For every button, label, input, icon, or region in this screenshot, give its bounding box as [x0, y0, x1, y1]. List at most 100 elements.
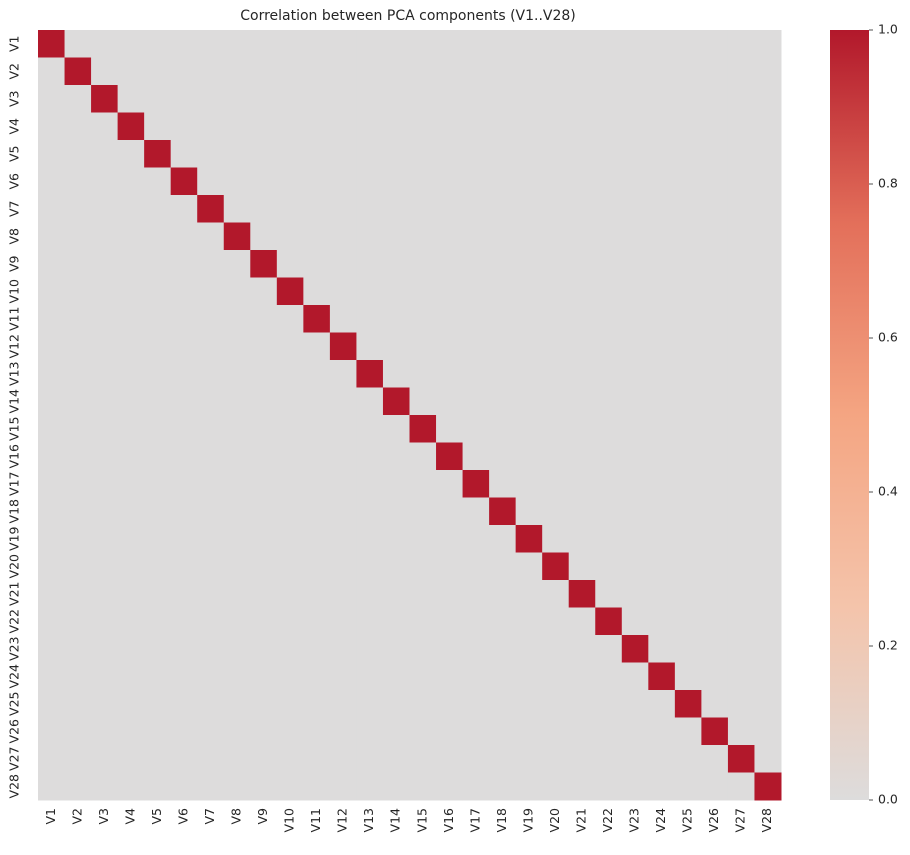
x-tick-label: V21 — [573, 808, 588, 832]
heatmap-cell — [250, 415, 278, 443]
heatmap-cell — [436, 85, 464, 113]
heatmap-cell — [329, 167, 357, 196]
heatmap-cell — [356, 415, 384, 443]
heatmap-cell — [727, 497, 755, 526]
heatmap-cell — [489, 387, 517, 416]
heatmap-cell — [754, 690, 782, 718]
heatmap-cell — [91, 167, 119, 196]
heatmap-cell — [568, 305, 596, 333]
heatmap-cell — [223, 30, 251, 58]
heatmap-cell — [727, 745, 755, 773]
heatmap-cell — [197, 140, 225, 168]
heatmap-cell — [515, 305, 543, 333]
heatmap-cell — [144, 140, 172, 168]
heatmap-cells — [38, 30, 782, 801]
heatmap-cell — [329, 112, 357, 141]
heatmap-cell — [170, 250, 198, 278]
heatmap-cell — [754, 250, 782, 278]
heatmap-cell — [436, 415, 464, 443]
heatmap-cell — [382, 222, 410, 251]
heatmap-cell — [542, 690, 570, 718]
heatmap-cell — [197, 470, 225, 498]
y-tick-label: V23 — [7, 637, 22, 661]
heatmap-cell — [542, 30, 570, 58]
heatmap-cell — [701, 195, 729, 223]
heatmap-cell — [727, 415, 755, 443]
heatmap-cell — [64, 497, 92, 526]
heatmap-cell — [276, 745, 304, 773]
heatmap-cell — [754, 387, 782, 416]
heatmap-cell — [276, 580, 304, 608]
heatmap-cell — [223, 167, 251, 196]
heatmap-cell — [223, 85, 251, 113]
heatmap-cell — [144, 690, 172, 718]
heatmap-cell — [701, 57, 729, 86]
heatmap-cell — [515, 250, 543, 278]
heatmap-cell — [648, 415, 676, 443]
heatmap-cell — [144, 57, 172, 86]
heatmap-cell — [515, 662, 543, 691]
x-tick-label: V10 — [282, 808, 297, 833]
heatmap-cell — [38, 332, 66, 361]
heatmap-cell — [250, 745, 278, 773]
heatmap-cell — [38, 662, 66, 691]
heatmap-cell — [515, 277, 543, 306]
heatmap-cell — [223, 112, 251, 141]
x-tick-label: V15 — [414, 808, 429, 832]
heatmap-cell — [170, 662, 198, 691]
heatmap-cell — [303, 745, 331, 773]
heatmap-cell — [117, 277, 145, 306]
heatmap-cell — [64, 140, 92, 168]
heatmap-cell — [462, 552, 490, 581]
heatmap-cell — [462, 250, 490, 278]
heatmap-cell — [542, 167, 570, 196]
heatmap-cell — [436, 470, 464, 498]
heatmap-cell — [595, 690, 623, 718]
heatmap-cell — [674, 167, 702, 196]
heatmap-cell — [303, 277, 331, 306]
heatmap-cell — [595, 360, 623, 388]
x-tick-label: V25 — [680, 808, 695, 832]
heatmap-cell — [701, 525, 729, 553]
heatmap-cell — [409, 195, 437, 223]
heatmap-cell — [648, 580, 676, 608]
heatmap-cell — [674, 305, 702, 333]
heatmap-cell — [621, 772, 649, 801]
heatmap-cell — [648, 85, 676, 113]
heatmap-cell — [91, 635, 119, 663]
heatmap-cell — [91, 415, 119, 443]
heatmap-cell — [382, 607, 410, 636]
heatmap-cell — [144, 277, 172, 306]
heatmap-cell — [515, 580, 543, 608]
heatmap-cell — [674, 635, 702, 663]
heatmap-cell — [64, 387, 92, 416]
heatmap-cell — [489, 277, 517, 306]
heatmap-cell — [595, 57, 623, 86]
heatmap-cell — [515, 167, 543, 196]
colorbar-tick-label: 0.6 — [878, 330, 898, 345]
heatmap-cell — [648, 497, 676, 526]
heatmap-cell — [303, 772, 331, 801]
heatmap-cell — [250, 222, 278, 251]
heatmap-cell — [595, 717, 623, 746]
heatmap-cell — [754, 415, 782, 443]
heatmap-cell — [648, 607, 676, 636]
heatmap-cell — [91, 662, 119, 691]
heatmap-cell — [595, 195, 623, 223]
heatmap-cell — [250, 690, 278, 718]
heatmap-cell — [436, 30, 464, 58]
heatmap-cell — [197, 277, 225, 306]
heatmap-cell — [250, 277, 278, 306]
heatmap-cell — [489, 497, 517, 526]
colorbar-tick-label: 0.2 — [878, 638, 898, 653]
heatmap-cell — [462, 332, 490, 361]
heatmap-cell — [489, 30, 517, 58]
heatmap-cell — [170, 525, 198, 553]
heatmap-cell — [170, 442, 198, 471]
heatmap-cell — [489, 772, 517, 801]
heatmap-cell — [64, 57, 92, 86]
heatmap-cell — [621, 690, 649, 718]
heatmap-cell — [170, 195, 198, 223]
heatmap-cell — [409, 112, 437, 141]
